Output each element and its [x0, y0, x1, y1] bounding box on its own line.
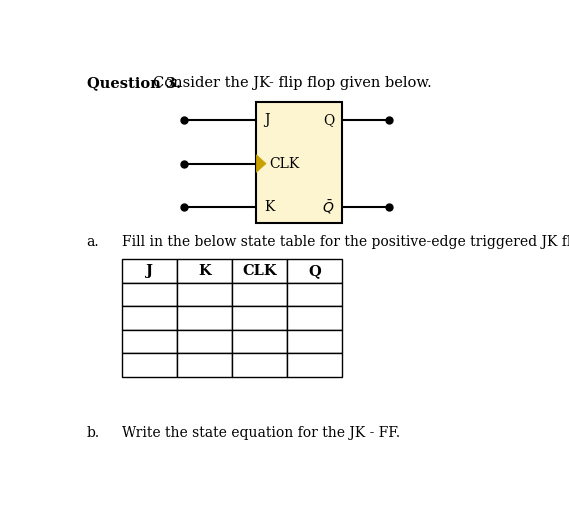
Text: Fill in the below state table for the positive-edge triggered JK flip-flop.: Fill in the below state table for the po…: [122, 235, 569, 249]
Bar: [232, 353, 287, 376]
Bar: [287, 283, 343, 306]
Bar: [122, 353, 177, 376]
Bar: [287, 329, 343, 353]
Text: J: J: [264, 113, 270, 127]
Text: Q: Q: [308, 264, 321, 278]
Bar: [287, 259, 343, 283]
Bar: [122, 306, 177, 329]
Bar: [287, 353, 343, 376]
Bar: [177, 283, 232, 306]
Bar: [177, 353, 232, 376]
Text: a.: a.: [86, 235, 99, 249]
Text: b.: b.: [86, 427, 100, 440]
Bar: [256, 102, 343, 223]
Bar: [232, 329, 287, 353]
Bar: [177, 329, 232, 353]
Bar: [287, 306, 343, 329]
Bar: [122, 283, 177, 306]
Bar: [177, 306, 232, 329]
Text: $\bar{Q}$: $\bar{Q}$: [322, 199, 335, 216]
Bar: [177, 259, 232, 283]
Text: K: K: [198, 264, 211, 278]
Text: Question 3.: Question 3.: [86, 76, 180, 90]
Bar: [122, 259, 177, 283]
Bar: [232, 259, 287, 283]
Text: CLK: CLK: [270, 157, 300, 171]
Polygon shape: [256, 155, 266, 172]
Bar: [122, 329, 177, 353]
Text: Consider the JK- flip flop given below.: Consider the JK- flip flop given below.: [152, 76, 431, 90]
Text: J: J: [146, 264, 153, 278]
Text: CLK: CLK: [242, 264, 277, 278]
Bar: [232, 306, 287, 329]
Text: Write the state equation for the JK - FF.: Write the state equation for the JK - FF…: [122, 427, 400, 440]
Text: Q: Q: [323, 113, 335, 127]
Bar: [232, 283, 287, 306]
Text: K: K: [264, 201, 275, 215]
